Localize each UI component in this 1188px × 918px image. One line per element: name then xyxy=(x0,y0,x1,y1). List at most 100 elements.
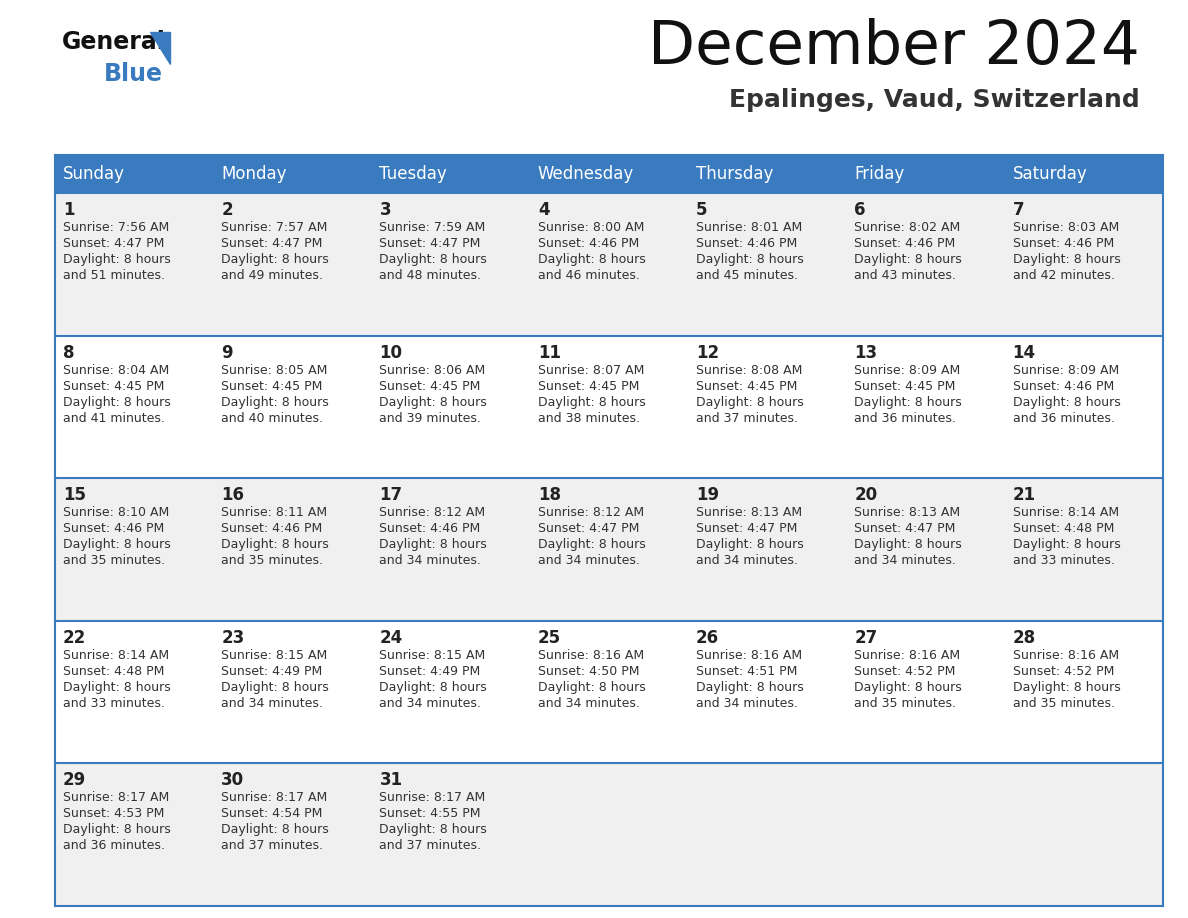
Text: Daylight: 8 hours: Daylight: 8 hours xyxy=(696,253,804,266)
Text: Sunset: 4:47 PM: Sunset: 4:47 PM xyxy=(221,237,323,250)
Text: Daylight: 8 hours: Daylight: 8 hours xyxy=(696,681,804,694)
Text: Daylight: 8 hours: Daylight: 8 hours xyxy=(221,396,329,409)
Text: Sunrise: 8:00 AM: Sunrise: 8:00 AM xyxy=(538,221,644,234)
Bar xyxy=(214,621,372,764)
Text: and 38 minutes.: and 38 minutes. xyxy=(538,411,640,425)
Bar xyxy=(846,478,1005,621)
Text: Sunset: 4:46 PM: Sunset: 4:46 PM xyxy=(63,522,164,535)
Text: and 33 minutes.: and 33 minutes. xyxy=(63,697,165,710)
Text: Sunset: 4:49 PM: Sunset: 4:49 PM xyxy=(379,665,481,677)
Text: Daylight: 8 hours: Daylight: 8 hours xyxy=(221,823,329,836)
Text: Daylight: 8 hours: Daylight: 8 hours xyxy=(1012,538,1120,551)
Text: Sunrise: 8:07 AM: Sunrise: 8:07 AM xyxy=(538,364,644,376)
Text: Sunrise: 8:03 AM: Sunrise: 8:03 AM xyxy=(1012,221,1119,234)
Bar xyxy=(55,478,214,621)
Text: Sunset: 4:48 PM: Sunset: 4:48 PM xyxy=(63,665,164,677)
Text: Daylight: 8 hours: Daylight: 8 hours xyxy=(379,253,487,266)
Text: Sunrise: 8:13 AM: Sunrise: 8:13 AM xyxy=(696,506,802,520)
Bar xyxy=(55,155,214,193)
Text: Sunset: 4:46 PM: Sunset: 4:46 PM xyxy=(696,237,797,250)
Text: 8: 8 xyxy=(63,343,75,362)
Bar xyxy=(372,621,530,764)
Bar xyxy=(1005,478,1163,621)
Bar xyxy=(55,193,214,336)
Bar xyxy=(846,621,1005,764)
Text: Sunset: 4:46 PM: Sunset: 4:46 PM xyxy=(538,237,639,250)
Text: Sunrise: 8:12 AM: Sunrise: 8:12 AM xyxy=(379,506,486,520)
Text: Monday: Monday xyxy=(221,165,286,183)
Text: and 34 minutes.: and 34 minutes. xyxy=(379,697,481,710)
Text: Sunset: 4:46 PM: Sunset: 4:46 PM xyxy=(854,237,955,250)
Text: 19: 19 xyxy=(696,487,719,504)
Text: 26: 26 xyxy=(696,629,719,647)
Text: Sunrise: 8:13 AM: Sunrise: 8:13 AM xyxy=(854,506,960,520)
Text: General: General xyxy=(62,30,166,54)
Text: and 41 minutes.: and 41 minutes. xyxy=(63,411,165,425)
Bar xyxy=(214,155,372,193)
Text: Sunrise: 8:17 AM: Sunrise: 8:17 AM xyxy=(221,791,328,804)
Text: Blue: Blue xyxy=(105,62,163,86)
Text: 6: 6 xyxy=(854,201,866,219)
Bar xyxy=(530,193,688,336)
Text: and 49 minutes.: and 49 minutes. xyxy=(221,269,323,282)
Text: Daylight: 8 hours: Daylight: 8 hours xyxy=(696,396,804,409)
Text: and 35 minutes.: and 35 minutes. xyxy=(1012,697,1114,710)
Text: Daylight: 8 hours: Daylight: 8 hours xyxy=(538,538,645,551)
Text: Thursday: Thursday xyxy=(696,165,773,183)
Text: and 36 minutes.: and 36 minutes. xyxy=(854,411,956,425)
Text: 27: 27 xyxy=(854,629,878,647)
Text: Daylight: 8 hours: Daylight: 8 hours xyxy=(696,538,804,551)
Text: and 36 minutes.: and 36 minutes. xyxy=(63,839,165,853)
Text: and 35 minutes.: and 35 minutes. xyxy=(221,554,323,567)
Text: and 42 minutes.: and 42 minutes. xyxy=(1012,269,1114,282)
Bar xyxy=(688,621,846,764)
Bar xyxy=(372,155,530,193)
Text: Sunday: Sunday xyxy=(63,165,125,183)
Text: and 48 minutes.: and 48 minutes. xyxy=(379,269,481,282)
Text: 7: 7 xyxy=(1012,201,1024,219)
Text: Sunrise: 8:02 AM: Sunrise: 8:02 AM xyxy=(854,221,961,234)
Text: 18: 18 xyxy=(538,487,561,504)
Text: Sunrise: 8:09 AM: Sunrise: 8:09 AM xyxy=(1012,364,1119,376)
Text: 5: 5 xyxy=(696,201,708,219)
Bar xyxy=(214,478,372,621)
Text: Sunrise: 8:15 AM: Sunrise: 8:15 AM xyxy=(221,649,328,662)
Text: Sunrise: 8:11 AM: Sunrise: 8:11 AM xyxy=(221,506,328,520)
Text: Daylight: 8 hours: Daylight: 8 hours xyxy=(538,681,645,694)
Text: Sunrise: 7:56 AM: Sunrise: 7:56 AM xyxy=(63,221,169,234)
Bar xyxy=(1005,764,1163,906)
Text: Sunrise: 8:10 AM: Sunrise: 8:10 AM xyxy=(63,506,169,520)
Text: Daylight: 8 hours: Daylight: 8 hours xyxy=(63,253,171,266)
Text: and 34 minutes.: and 34 minutes. xyxy=(696,697,798,710)
Bar xyxy=(846,764,1005,906)
Text: 2: 2 xyxy=(221,201,233,219)
Text: Sunset: 4:45 PM: Sunset: 4:45 PM xyxy=(63,380,164,393)
Bar xyxy=(846,193,1005,336)
Text: Daylight: 8 hours: Daylight: 8 hours xyxy=(221,253,329,266)
Text: 31: 31 xyxy=(379,771,403,789)
Text: Sunrise: 8:04 AM: Sunrise: 8:04 AM xyxy=(63,364,169,376)
Text: 29: 29 xyxy=(63,771,87,789)
Text: Sunset: 4:54 PM: Sunset: 4:54 PM xyxy=(221,808,323,821)
Text: Daylight: 8 hours: Daylight: 8 hours xyxy=(538,253,645,266)
Text: 20: 20 xyxy=(854,487,878,504)
Text: and 34 minutes.: and 34 minutes. xyxy=(538,697,639,710)
Text: Daylight: 8 hours: Daylight: 8 hours xyxy=(1012,396,1120,409)
Text: and 37 minutes.: and 37 minutes. xyxy=(379,839,481,853)
Text: Sunset: 4:51 PM: Sunset: 4:51 PM xyxy=(696,665,797,677)
Text: Daylight: 8 hours: Daylight: 8 hours xyxy=(1012,253,1120,266)
Text: and 45 minutes.: and 45 minutes. xyxy=(696,269,798,282)
Text: Daylight: 8 hours: Daylight: 8 hours xyxy=(63,681,171,694)
Text: Daylight: 8 hours: Daylight: 8 hours xyxy=(854,681,962,694)
Text: and 35 minutes.: and 35 minutes. xyxy=(854,697,956,710)
Text: Sunset: 4:45 PM: Sunset: 4:45 PM xyxy=(379,380,481,393)
Text: 1: 1 xyxy=(63,201,75,219)
Text: Sunset: 4:47 PM: Sunset: 4:47 PM xyxy=(63,237,164,250)
Bar xyxy=(688,478,846,621)
Text: Sunrise: 8:12 AM: Sunrise: 8:12 AM xyxy=(538,506,644,520)
Text: Sunrise: 8:06 AM: Sunrise: 8:06 AM xyxy=(379,364,486,376)
Bar xyxy=(688,155,846,193)
Text: and 33 minutes.: and 33 minutes. xyxy=(1012,554,1114,567)
Bar xyxy=(688,336,846,478)
Text: and 43 minutes.: and 43 minutes. xyxy=(854,269,956,282)
